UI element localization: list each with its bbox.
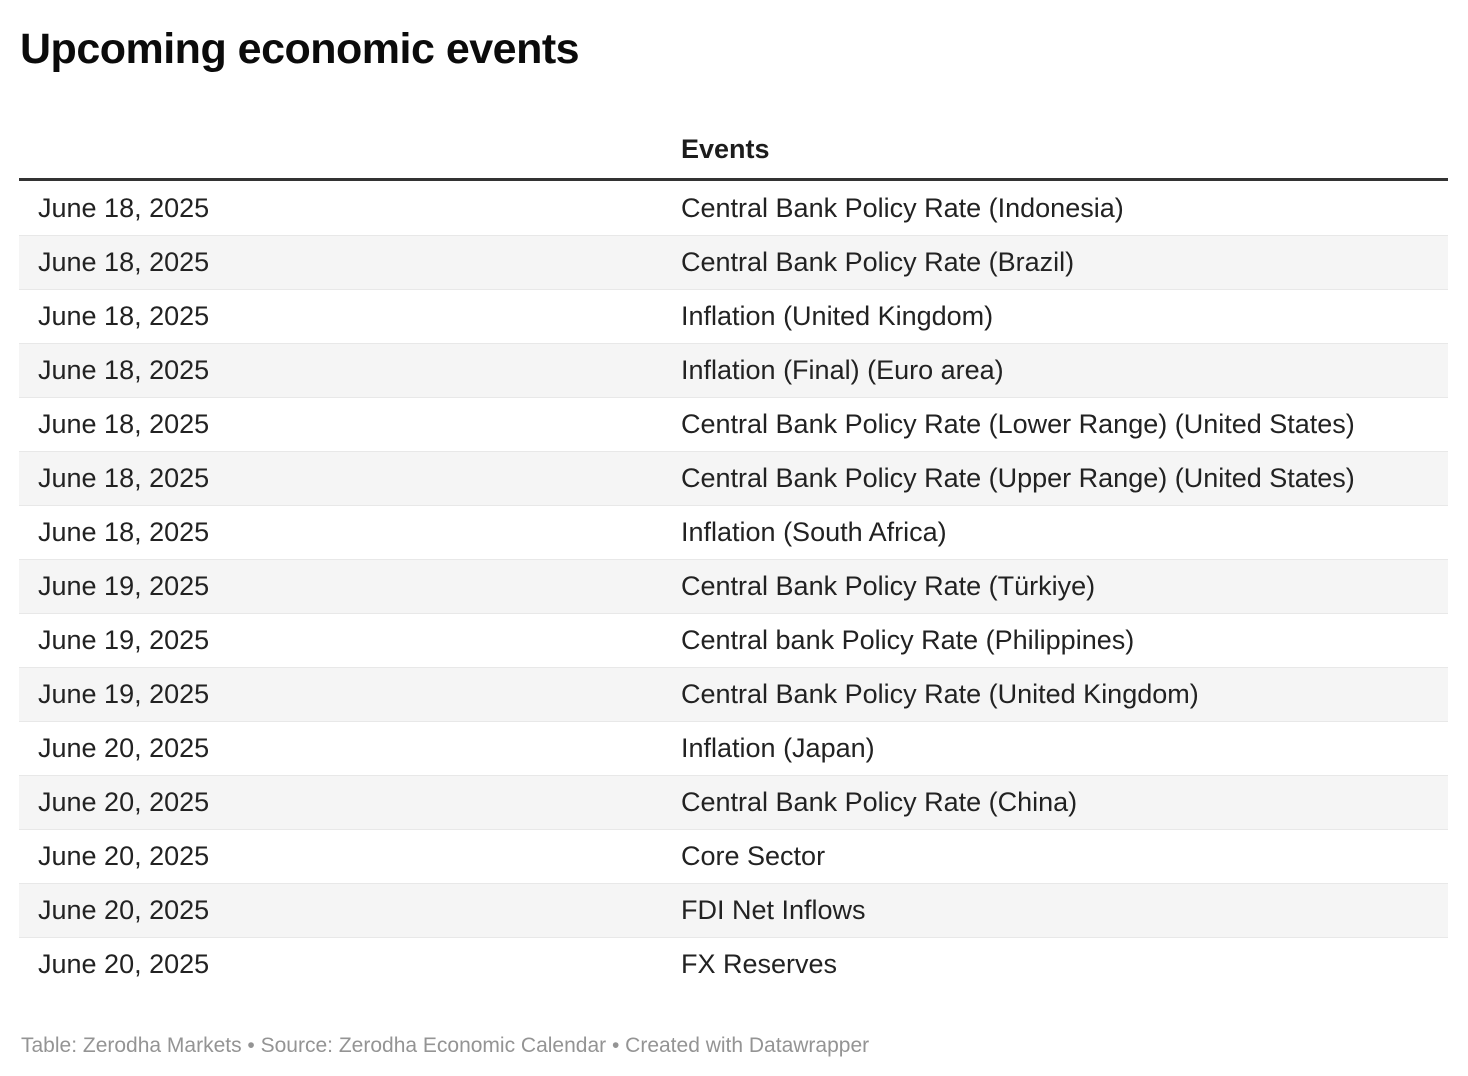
date-cell: June 19, 2025 — [38, 625, 210, 655]
date-cell: June 20, 2025 — [38, 787, 210, 817]
date-cell: June 18, 2025 — [38, 301, 210, 331]
table-row: June 18, 2025 Central Bank Policy Rate (I… — [19, 181, 1448, 235]
table-row: June 18, 2025 Inflation (Final) (Euro are… — [19, 343, 1448, 397]
date-cell: June 18, 2025 — [38, 192, 210, 223]
table-footer-attribution: Table: Zerodha Markets • Source: Zerodha… — [21, 1034, 870, 1057]
event-cell: Central Bank Policy Rate (Indonesia) — [681, 192, 1124, 223]
event-cell: Central Bank Policy Rate (Türkiye) — [681, 571, 1096, 601]
table-row: June 20, 2025 Inflation (Japan) — [19, 721, 1448, 775]
date-cell: June 19, 2025 — [38, 571, 210, 601]
page-title: Upcoming economic events — [20, 25, 580, 73]
date-cell: June 20, 2025 — [38, 733, 210, 763]
event-cell: Central Bank Policy Rate (Lower Range) (… — [681, 409, 1355, 439]
table-row: June 20, 2025 FDI Net Inflows — [19, 883, 1448, 937]
date-cell: June 19, 2025 — [38, 679, 210, 709]
table-row: June 18, 2025 Central Bank Policy Rate (U… — [19, 451, 1448, 505]
table-row: June 18, 2025 Central Bank Policy Rate (B… — [19, 235, 1448, 289]
event-cell: Inflation (South Africa) — [681, 517, 947, 547]
date-cell: June 20, 2025 — [38, 949, 210, 979]
event-cell: Central Bank Policy Rate (China) — [681, 787, 1078, 817]
event-cell: Central Bank Policy Rate (Upper Range) (… — [681, 463, 1355, 493]
event-cell: Core Sector — [681, 841, 826, 871]
event-cell: Inflation (Final) (Euro area) — [681, 355, 1004, 385]
event-cell: Inflation (United Kingdom) — [681, 301, 994, 331]
table-row: June 18, 2025 Central Bank Policy Rate (L… — [19, 397, 1448, 451]
table-row: June 19, 2025 Central Bank Policy Rate (U… — [19, 667, 1448, 721]
date-cell: June 18, 2025 — [38, 355, 210, 385]
table-row: June 20, 2025 Central Bank Policy Rate (C… — [19, 775, 1448, 829]
table-row: June 19, 2025 Central bank Policy Rate (P… — [19, 613, 1448, 667]
table-body: June 18, 2025 Central Bank Policy Rate (I… — [19, 181, 1448, 991]
events-column-header: Events — [681, 134, 770, 164]
event-cell: Inflation (Japan) — [681, 733, 875, 763]
date-cell: June 18, 2025 — [38, 247, 210, 277]
event-cell: Central bank Policy Rate (Philippines) — [681, 625, 1135, 655]
event-cell: Central Bank Policy Rate (United Kingdom… — [681, 679, 1199, 709]
date-cell: June 20, 2025 — [38, 895, 210, 925]
table-row: June 19, 2025 Central Bank Policy Rate (T… — [19, 559, 1448, 613]
table-row: June 18, 2025 Inflation (United Kingdom) — [19, 289, 1448, 343]
event-cell: Central Bank Policy Rate (Brazil) — [681, 247, 1075, 277]
date-cell: June 20, 2025 — [38, 841, 210, 871]
table-header-row: Events — [19, 134, 1448, 181]
table-row: June 20, 2025 FX Reserves — [19, 937, 1448, 991]
date-cell: June 18, 2025 — [38, 463, 210, 493]
table-row: June 20, 2025 Core Sector — [19, 829, 1448, 883]
table-row: June 18, 2025 Inflation (South Africa) — [19, 505, 1448, 559]
event-cell: FX Reserves — [681, 949, 838, 979]
event-cell: FDI Net Inflows — [681, 895, 866, 925]
date-cell: June 18, 2025 — [38, 517, 210, 547]
date-cell: June 18, 2025 — [38, 409, 210, 439]
economic-events-table: Events June 18, 2025 Central Bank Policy … — [19, 134, 1448, 991]
